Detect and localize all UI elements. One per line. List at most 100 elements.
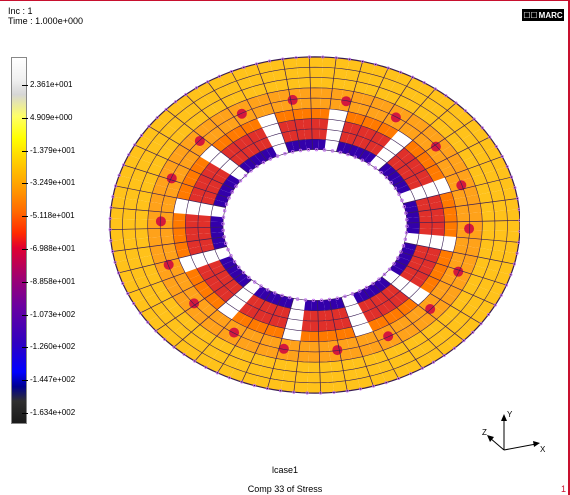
mesh-element [392,260,407,271]
mesh-element [320,98,332,110]
mesh-element [191,187,206,197]
mesh-element [419,216,433,223]
mesh-element [254,127,268,141]
mesh-ring-line [122,66,508,384]
mesh-element [375,291,389,304]
fe-node [518,218,520,222]
mesh-element [339,348,353,361]
mesh-element [330,360,344,372]
fe-node [393,186,398,191]
fe-node [266,288,270,292]
fe-node [116,271,121,275]
stress-hotspot [390,112,401,123]
mesh-element [324,309,334,321]
mesh-ring-line [134,77,496,373]
mesh-radial-line [405,198,518,214]
mesh-element [213,241,227,250]
mesh-radial-line [267,298,294,389]
fe-node [265,386,269,391]
mesh-element [200,269,216,281]
mesh-element [469,212,483,222]
mesh-element [223,179,238,190]
marc-logo-text: MARC [538,10,563,20]
fe-node [422,81,426,85]
mesh-element [277,89,291,102]
mesh-element [480,201,495,213]
mesh-element [369,306,383,320]
mesh-element [273,358,287,371]
mesh-radial-line [118,246,227,274]
mesh-radial-line [317,300,321,394]
mesh-element [393,180,408,190]
mesh-element [482,220,495,231]
fe-node [117,173,121,177]
mesh-element [490,156,508,171]
mesh-element [300,98,312,109]
fe-node [420,366,424,370]
mesh-element [238,302,253,315]
mesh-element [266,302,278,315]
mesh-element [355,334,369,347]
time-label: Time : 1.000e+000 [8,16,83,26]
mesh-element [364,84,380,97]
mesh-radial-line [347,67,389,155]
mesh-radial-line [155,272,244,332]
mesh-element [311,300,318,311]
mesh-element [225,264,240,275]
fe-node [480,126,484,130]
mesh-element [185,227,199,235]
mesh-element [318,341,330,352]
mesh-element [357,289,370,301]
fe-node [444,94,448,98]
mesh-element [494,271,511,286]
stress-hotspot [236,108,247,119]
mesh-element [320,382,334,394]
mesh-element [304,129,313,140]
mesh-element [127,178,144,191]
mesh-element [359,61,376,75]
mesh-element [139,285,156,299]
mesh-element [260,137,273,150]
fe-node [303,298,308,302]
mesh-radial-line [329,299,348,392]
mesh-element [407,180,422,191]
mesh-element [329,298,339,310]
mesh-element [269,336,282,349]
mesh-element [403,298,419,311]
mesh-element [414,270,430,282]
mesh-element [322,57,337,69]
mesh-element [377,276,391,288]
mesh-element [135,159,152,173]
legend-tick-label: -1.634e+002 [21,408,76,417]
mesh-element [135,237,150,249]
result-component-label: Comp 33 of Stress [247,484,323,494]
fe-model-view[interactable] [100,35,520,415]
mesh-element [474,151,491,165]
mesh-element [282,370,297,382]
fe-node [411,75,415,79]
stress-hotspot [163,259,174,270]
mesh-ring-line [172,108,458,342]
mesh-radial-line [393,136,490,186]
mesh-element [352,135,364,148]
fe-node [290,150,295,154]
mesh-element [178,279,194,292]
fe-node [281,57,285,61]
mesh-radial-line [207,81,268,161]
mesh-element [147,228,161,238]
mesh-radial-line [340,297,374,387]
mesh-element [327,329,338,342]
mesh-element [419,281,436,294]
mesh-element [479,239,494,250]
mesh-element [233,272,248,284]
mesh-radial-line [362,289,423,369]
fe-node [278,389,283,393]
mesh-element [174,164,190,177]
mesh-element [435,280,452,293]
mesh-element [202,131,219,145]
fe-node [238,179,243,183]
fe-node [402,204,406,209]
mesh-element [246,362,262,376]
mesh-element [296,129,306,141]
